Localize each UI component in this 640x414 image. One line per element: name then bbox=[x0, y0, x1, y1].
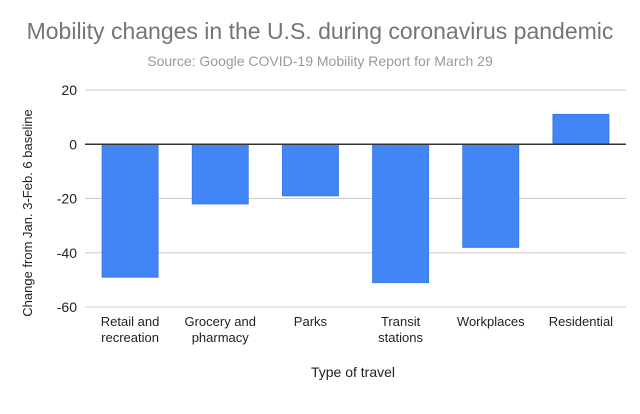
x-tick-label: Grocery and bbox=[184, 314, 256, 329]
x-tick-label: Parks bbox=[294, 314, 328, 329]
bar bbox=[462, 143, 520, 248]
x-tick-label: pharmacy bbox=[192, 330, 250, 345]
y-tick-label: 0 bbox=[69, 136, 77, 152]
y-axis-ticks: 20 0 -20 -40 -60 bbox=[57, 82, 77, 315]
y-tick-label: 20 bbox=[61, 82, 77, 98]
x-axis-label: Type of travel bbox=[311, 364, 395, 380]
y-tick-label: -60 bbox=[57, 299, 77, 315]
x-tick-label: Workplaces bbox=[457, 314, 525, 329]
x-tick-label: stations bbox=[378, 330, 423, 345]
bar bbox=[281, 143, 339, 197]
y-tick-label: -40 bbox=[57, 245, 77, 261]
bar bbox=[101, 143, 159, 278]
grid-lines bbox=[85, 89, 626, 308]
x-tick-label: Retail and bbox=[101, 314, 160, 329]
bar bbox=[372, 143, 430, 284]
y-axis-label: Change from Jan. 3-Feb. 6 baseline bbox=[20, 109, 35, 316]
chart-title: Mobility changes in the U.S. during coro… bbox=[27, 18, 614, 44]
x-tick-label: Transit bbox=[381, 314, 421, 329]
bars bbox=[85, 113, 626, 284]
bar bbox=[191, 143, 249, 205]
bar bbox=[552, 113, 610, 145]
chart-subtitle: Source: Google COVID-19 Mobility Report … bbox=[147, 53, 493, 69]
x-tick-label: recreation bbox=[101, 330, 159, 345]
y-tick-label: -20 bbox=[57, 191, 77, 207]
x-tick-label: Residential bbox=[549, 314, 613, 329]
